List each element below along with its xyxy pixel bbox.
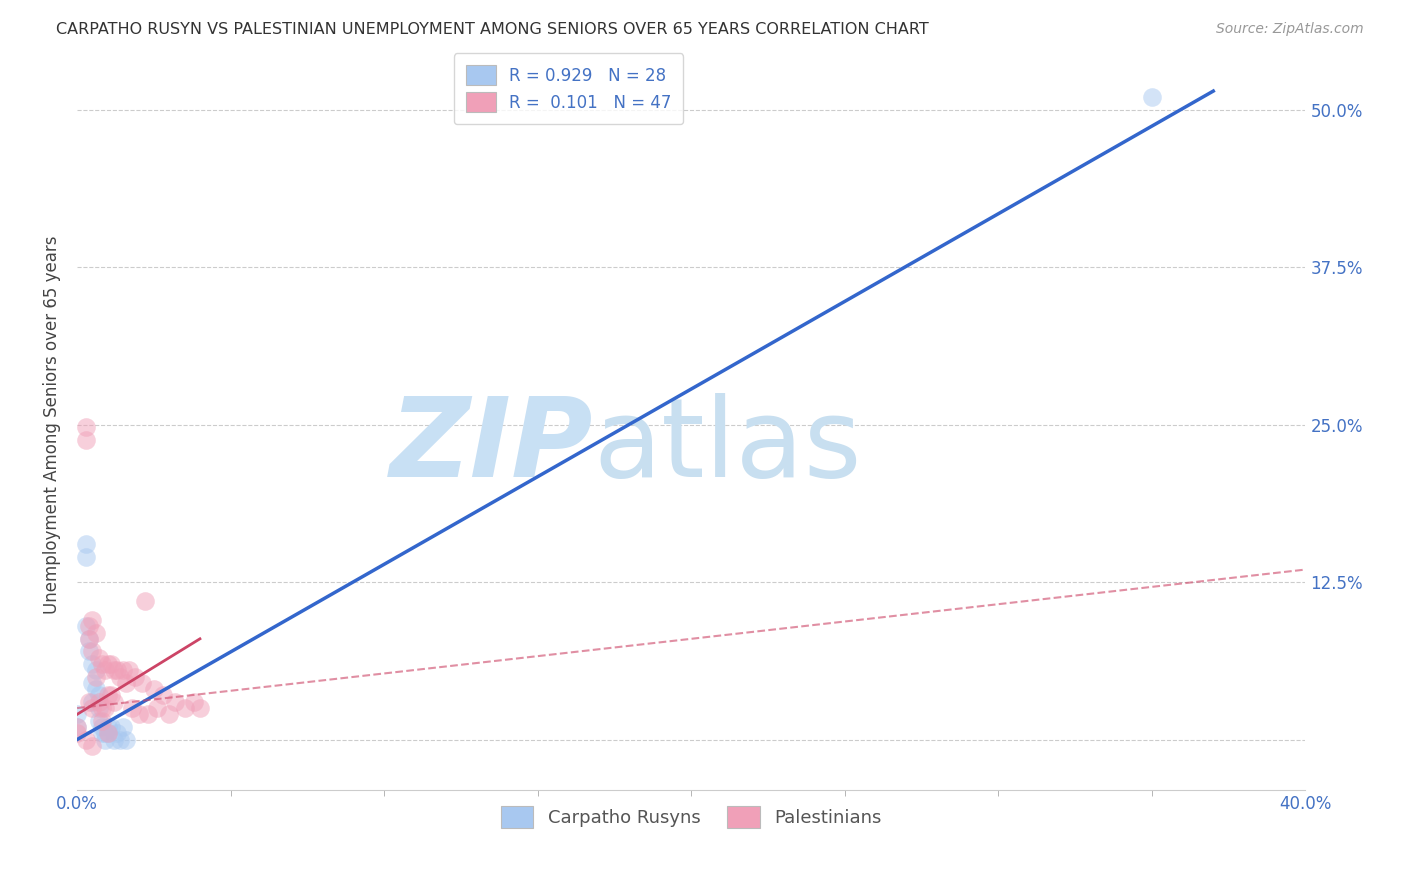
Text: Source: ZipAtlas.com: Source: ZipAtlas.com [1216, 22, 1364, 37]
Point [90, 657, 112, 671]
Text: atlas: atlas [593, 393, 862, 500]
Point [87, 689, 110, 703]
Point [66, 720, 89, 734]
Point [97, 726, 120, 740]
Point [79, 644, 101, 658]
Point [108, 732, 131, 747]
Point [112, 720, 135, 734]
Point [136, 707, 159, 722]
Point [112, 663, 135, 677]
Point [97, 726, 120, 740]
Point [142, 682, 165, 697]
Point [90, 720, 112, 734]
Point [103, 663, 125, 677]
Point [75, 732, 97, 747]
Point [173, 701, 195, 715]
Point [118, 663, 141, 677]
Point [87, 695, 110, 709]
Point [157, 707, 180, 722]
Point [66, 726, 89, 740]
Point [165, 695, 187, 709]
Point [134, 594, 156, 608]
Point [82, 701, 104, 715]
Point [66, 707, 89, 722]
Point [115, 676, 138, 690]
Point [79, 695, 101, 709]
Point [75, 537, 97, 551]
Point [97, 689, 120, 703]
Point [93, 701, 115, 715]
Point [97, 657, 120, 671]
Point [100, 657, 122, 671]
Point [84, 663, 107, 677]
Point [103, 695, 125, 709]
Text: CARPATHO RUSYN VS PALESTINIAN UNEMPLOYMENT AMONG SENIORS OVER 65 YEARS CORRELATI: CARPATHO RUSYN VS PALESTINIAN UNEMPLOYME… [56, 22, 929, 37]
Point [79, 632, 101, 646]
Point [93, 663, 115, 677]
Point [79, 619, 101, 633]
Point [115, 732, 138, 747]
Point [75, 619, 97, 633]
Point [188, 701, 211, 715]
Point [146, 701, 169, 715]
Point [66, 720, 89, 734]
Point [93, 726, 115, 740]
Point [79, 632, 101, 646]
Point [87, 714, 110, 728]
Point [131, 676, 153, 690]
Point [90, 701, 112, 715]
Point [82, 695, 104, 709]
Point [84, 682, 107, 697]
Point [105, 726, 128, 740]
Point [100, 689, 122, 703]
Point [82, 657, 104, 671]
Point [100, 720, 122, 734]
Point [75, 433, 97, 447]
Y-axis label: Unemployment Among Seniors over 65 years: Unemployment Among Seniors over 65 years [44, 235, 60, 614]
Legend: Carpatho Rusyns, Palestinians: Carpatho Rusyns, Palestinians [494, 799, 889, 836]
Point [82, 739, 104, 753]
Point [82, 644, 104, 658]
Point [84, 625, 107, 640]
Point [75, 420, 97, 434]
Point [82, 676, 104, 690]
Point [93, 732, 115, 747]
Point [87, 701, 110, 715]
Point [82, 613, 104, 627]
Point [105, 663, 128, 677]
Point [121, 701, 143, 715]
Point [87, 650, 110, 665]
Point [90, 726, 112, 740]
Point [183, 695, 205, 709]
Point [108, 670, 131, 684]
Point [124, 670, 146, 684]
Point [75, 549, 97, 564]
Point [90, 714, 112, 728]
Point [84, 670, 107, 684]
Point [1140, 90, 1163, 104]
Text: ZIP: ZIP [389, 393, 593, 500]
Point [97, 720, 120, 734]
Point [103, 732, 125, 747]
Point [128, 707, 150, 722]
Point [152, 689, 174, 703]
